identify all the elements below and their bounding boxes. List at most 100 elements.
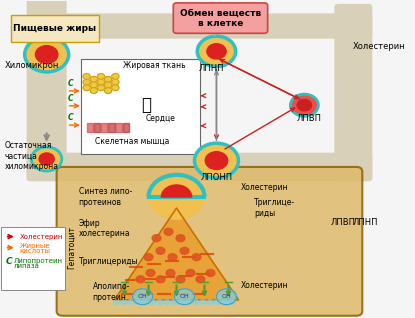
Circle shape — [83, 73, 90, 79]
Polygon shape — [122, 123, 129, 132]
Circle shape — [90, 88, 98, 93]
Circle shape — [221, 300, 228, 305]
Circle shape — [228, 300, 235, 305]
Text: ЛПНП: ЛПНП — [198, 64, 224, 73]
FancyBboxPatch shape — [11, 15, 99, 42]
Text: Холестерин: Холестерин — [240, 183, 288, 192]
Polygon shape — [101, 123, 107, 132]
Circle shape — [144, 254, 153, 261]
Polygon shape — [108, 123, 115, 132]
Circle shape — [149, 175, 205, 219]
Circle shape — [156, 300, 163, 305]
Circle shape — [166, 269, 175, 276]
Circle shape — [113, 300, 120, 305]
Circle shape — [35, 46, 58, 63]
Text: Остаточная
частица
хиломикрона: Остаточная частица хиломикрона — [5, 141, 59, 171]
FancyBboxPatch shape — [173, 3, 268, 33]
Circle shape — [24, 37, 68, 72]
Polygon shape — [94, 123, 100, 132]
Circle shape — [186, 300, 192, 305]
Circle shape — [156, 276, 165, 283]
Text: Холестерин: Холестерин — [240, 281, 288, 290]
Circle shape — [112, 79, 119, 85]
Circle shape — [176, 276, 185, 283]
FancyBboxPatch shape — [27, 0, 67, 181]
Circle shape — [207, 44, 226, 59]
Circle shape — [121, 300, 127, 305]
Text: ЛПНП: ЛПНП — [352, 218, 378, 227]
Circle shape — [192, 254, 201, 261]
Text: C: C — [68, 93, 73, 103]
Text: ЛПВП: ЛПВП — [330, 218, 355, 227]
Polygon shape — [87, 123, 93, 132]
Circle shape — [214, 300, 220, 305]
FancyBboxPatch shape — [81, 59, 200, 154]
Circle shape — [83, 79, 90, 85]
Circle shape — [135, 300, 142, 305]
Circle shape — [217, 289, 237, 305]
Text: C: C — [68, 79, 73, 88]
Circle shape — [175, 289, 195, 305]
Circle shape — [196, 276, 205, 283]
Circle shape — [98, 85, 105, 91]
Circle shape — [105, 88, 112, 93]
Circle shape — [132, 289, 153, 305]
FancyBboxPatch shape — [27, 153, 372, 181]
Circle shape — [98, 79, 105, 85]
Circle shape — [90, 76, 98, 82]
Wedge shape — [161, 185, 192, 197]
Circle shape — [171, 300, 177, 305]
Circle shape — [178, 300, 185, 305]
Text: липаза: липаза — [13, 263, 39, 269]
Circle shape — [142, 300, 149, 305]
Circle shape — [39, 153, 54, 165]
Circle shape — [146, 269, 155, 276]
Text: ОН: ОН — [180, 294, 189, 299]
Text: Сердце: Сердце — [146, 114, 176, 123]
Circle shape — [112, 73, 119, 79]
Circle shape — [200, 300, 206, 305]
Circle shape — [290, 94, 318, 116]
Polygon shape — [115, 208, 239, 300]
Text: Гепатоцит: Гепатоцит — [67, 226, 76, 269]
Text: Триглице-
риды: Триглице- риды — [254, 198, 295, 218]
Circle shape — [206, 269, 215, 276]
Circle shape — [105, 82, 112, 88]
Text: ЛПВП: ЛПВП — [296, 114, 321, 123]
Text: Пищевые жиры: Пищевые жиры — [13, 24, 96, 33]
Circle shape — [112, 85, 119, 91]
Text: Хиломикрон: Хиломикрон — [5, 61, 59, 70]
Circle shape — [149, 300, 156, 305]
Circle shape — [105, 76, 112, 82]
FancyBboxPatch shape — [56, 167, 362, 316]
Circle shape — [98, 73, 105, 79]
Circle shape — [176, 235, 185, 242]
Circle shape — [152, 235, 161, 242]
Text: Холестерин: Холестерин — [352, 42, 405, 51]
Polygon shape — [115, 123, 122, 132]
Circle shape — [156, 247, 165, 254]
Text: Липопротеин: Липопротеин — [13, 258, 63, 264]
Text: ЛПОНП: ЛПОНП — [200, 174, 233, 183]
FancyBboxPatch shape — [334, 4, 372, 181]
Circle shape — [193, 300, 199, 305]
Text: Обмен веществ
в клетке: Обмен веществ в клетке — [180, 8, 261, 28]
Text: С: С — [6, 257, 12, 266]
Text: Эфир
холестерина: Эфир холестерина — [78, 219, 130, 238]
Circle shape — [128, 300, 134, 305]
Circle shape — [180, 247, 189, 254]
Circle shape — [207, 300, 213, 305]
Circle shape — [32, 147, 62, 171]
Circle shape — [83, 85, 90, 91]
Circle shape — [195, 143, 239, 178]
Text: ОН: ОН — [138, 294, 147, 299]
Text: ОН: ОН — [222, 294, 231, 299]
Text: кислоты: кислоты — [20, 248, 51, 254]
FancyBboxPatch shape — [27, 13, 372, 39]
Text: Холестерин: Холестерин — [20, 233, 63, 239]
Circle shape — [205, 152, 228, 169]
Circle shape — [297, 100, 312, 111]
Text: C: C — [68, 113, 73, 122]
Text: Синтез липо-
протеинов: Синтез липо- протеинов — [78, 188, 132, 207]
FancyBboxPatch shape — [1, 227, 65, 290]
